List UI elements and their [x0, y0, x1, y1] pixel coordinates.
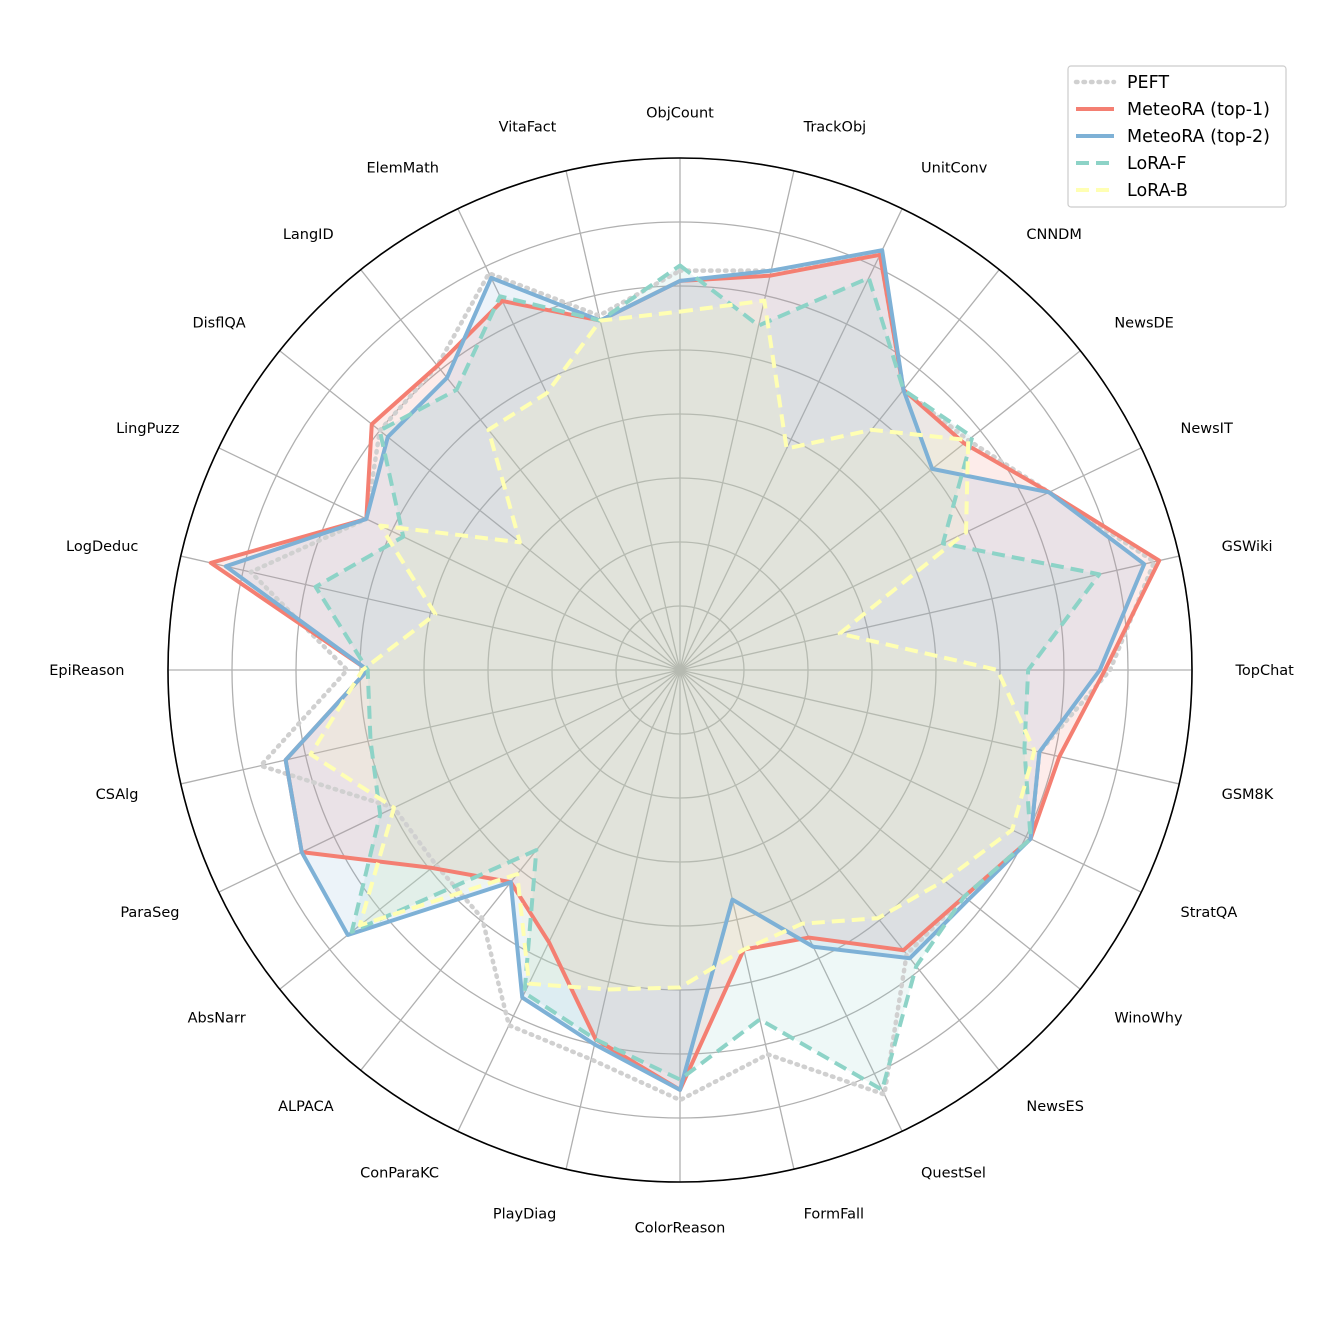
- axis-label: QuestSel: [921, 1165, 986, 1181]
- axis-label: LangID: [283, 227, 334, 243]
- axis-label: GSM8K: [1222, 787, 1274, 803]
- spoke-line: [565, 669, 681, 1170]
- spoke-line: [457, 208, 681, 671]
- spoke-line: [679, 669, 1180, 785]
- axis-label: UnitConv: [921, 161, 988, 177]
- spoke-line: [218, 447, 681, 671]
- axis-label: LingPuzz: [116, 421, 179, 437]
- legend-label: MeteoRA (top-1): [1127, 100, 1270, 120]
- axis-label: NewsDE: [1114, 315, 1174, 331]
- chart-legend: PEFT MeteoRA (top-1) MeteoRA (top-2) LoRA-F…: [1067, 65, 1287, 208]
- axis-label: StratQA: [1181, 905, 1238, 921]
- legend-label: PEFT: [1127, 73, 1169, 93]
- axis-label: ConParaKC: [360, 1165, 439, 1181]
- axis-label: AbsNarr: [188, 1011, 246, 1027]
- spoke-line: [679, 170, 795, 671]
- series-fill-3: [315, 265, 1100, 1090]
- series-fill-4: [310, 300, 1035, 990]
- series-line-3: [313, 263, 1102, 1092]
- spoke-line: [679, 669, 903, 1132]
- spoke-line: [279, 350, 681, 671]
- spoke-line: [679, 669, 1000, 1071]
- axis-label: LogDeduc: [66, 539, 138, 555]
- legend-label: MeteoRA (top-2): [1127, 127, 1270, 147]
- spoke-line: [565, 170, 681, 671]
- legend-label: LoRA-B: [1127, 181, 1188, 201]
- series-lines: [208, 248, 1162, 1103]
- axis-label: GSWiki: [1222, 539, 1273, 555]
- series-fill-1: [210, 254, 1160, 1090]
- spoke-line: [679, 350, 1081, 671]
- axis-label: FormFall: [804, 1207, 864, 1223]
- axis-label: ObjCount: [646, 105, 714, 121]
- axis-label: EpiReason: [49, 663, 124, 679]
- axis-label: CSAlg: [96, 787, 139, 803]
- spoke-line: [457, 669, 681, 1132]
- legend-label: LoRA-F: [1127, 154, 1187, 174]
- axis-label: NewsIT: [1181, 421, 1233, 437]
- axis-label: ColorReason: [635, 1221, 726, 1237]
- series-fills: [210, 250, 1160, 1090]
- series-fill-2: [225, 250, 1145, 1090]
- spoke-line: [679, 269, 1000, 671]
- axis-label: CNNDM: [1026, 227, 1082, 243]
- spoke-line: [180, 555, 681, 671]
- legend-frame: [1067, 65, 1287, 208]
- spoke-line: [360, 269, 681, 671]
- spoke-line: [679, 447, 1142, 671]
- spoke-line: [679, 669, 1081, 990]
- outer-frame: [167, 157, 1193, 1183]
- axis-label: PlayDiag: [493, 1207, 557, 1223]
- category-labels: ObjCount TrackObj UnitConv CNNDM NewsDE NewsI…: [49, 105, 1294, 1236]
- axis-label: DisflQA: [192, 315, 245, 331]
- spoke-line: [360, 669, 681, 1071]
- series-line-2: [223, 248, 1147, 1092]
- spoke-line: [679, 669, 795, 1170]
- axis-label: VitaFact: [499, 119, 557, 135]
- spoke-line: [218, 669, 681, 893]
- axis-label: WinoWhy: [1114, 1011, 1183, 1027]
- spoke-line: [679, 669, 1142, 893]
- axis-label: ElemMath: [366, 161, 439, 177]
- polar-grid: [167, 157, 1193, 1183]
- axis-label: NewsES: [1026, 1099, 1084, 1115]
- axis-label: TrackObj: [803, 119, 867, 135]
- axis-label: ParaSeg: [120, 905, 179, 921]
- axis-label: ALPACA: [278, 1099, 334, 1115]
- spoke-line: [679, 208, 903, 671]
- series-line-4: [308, 298, 1037, 992]
- axis-label: TopChat: [1235, 663, 1295, 679]
- series-line-0: [248, 252, 1157, 1103]
